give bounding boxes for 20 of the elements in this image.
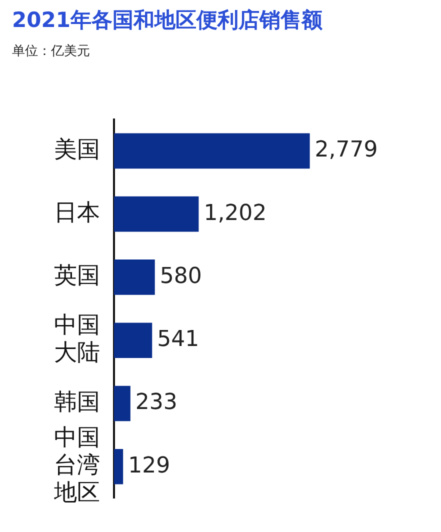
bar bbox=[114, 196, 199, 232]
y-tick-label: 中国大陆 bbox=[54, 312, 100, 366]
chart-title: 2021年各国和地区便利店销售额 bbox=[12, 7, 322, 34]
bar bbox=[114, 133, 310, 169]
y-tick-label: 韩国 bbox=[54, 389, 100, 416]
data-label: 580 bbox=[160, 264, 202, 289]
bar bbox=[114, 448, 124, 484]
y-tick-label: 中国台湾地区 bbox=[53, 425, 100, 506]
data-label: 1,202 bbox=[204, 200, 267, 226]
data-label: 541 bbox=[157, 327, 200, 352]
chart-subtitle: 单位：亿美元 bbox=[12, 43, 90, 60]
data-label: 129 bbox=[128, 453, 170, 478]
bar bbox=[114, 260, 155, 295]
y-tick-label: 美国 bbox=[54, 136, 100, 163]
bar bbox=[114, 386, 130, 422]
data-label: 233 bbox=[135, 390, 178, 416]
y-tick-label: 英国 bbox=[54, 263, 100, 290]
bar bbox=[114, 322, 152, 358]
y-tick-label: 日本 bbox=[54, 200, 100, 226]
data-label: 2,779 bbox=[314, 138, 378, 163]
